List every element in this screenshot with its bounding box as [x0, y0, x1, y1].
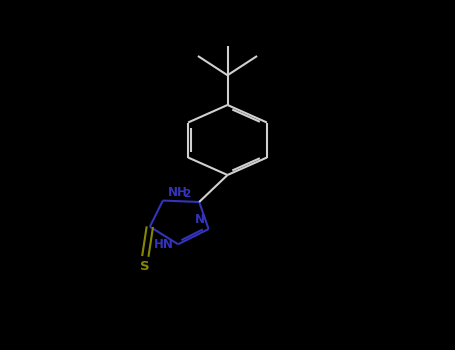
Text: S: S: [141, 260, 150, 273]
Text: 2: 2: [183, 189, 190, 199]
Text: NH: NH: [167, 186, 187, 199]
Text: HN: HN: [154, 238, 174, 251]
Text: N: N: [195, 213, 205, 226]
